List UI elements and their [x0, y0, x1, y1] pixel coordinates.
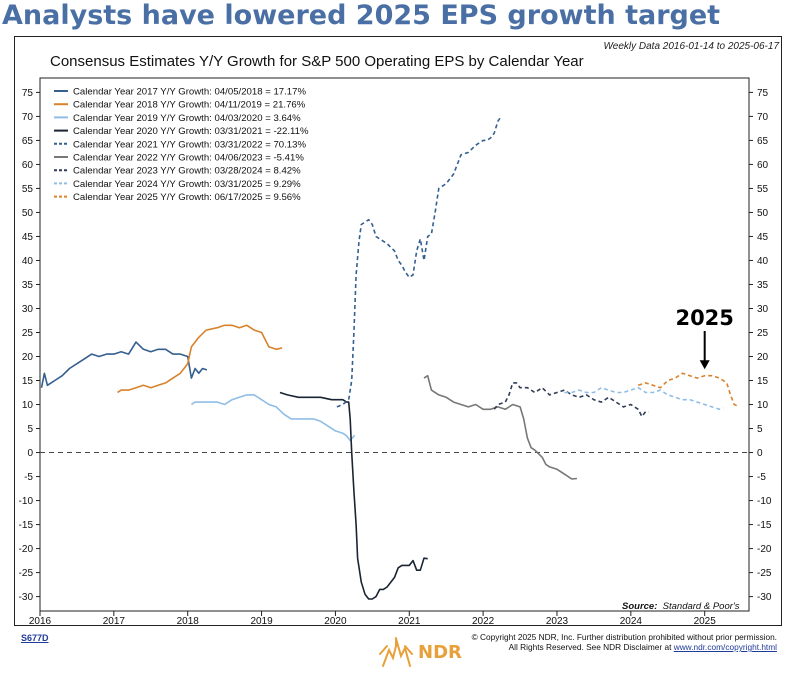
headline: Analysts have lowered 2025 EPS growth ta…: [2, 0, 721, 31]
legend-label-6: Calendar Year 2023 Y/Y Growth: 03/28/202…: [73, 166, 301, 177]
y-tick-label-right: -20: [757, 544, 772, 555]
series-line-0: [40, 341, 208, 388]
y-tick-label-left: 25: [22, 328, 34, 339]
y-tick-label-left: 65: [22, 136, 34, 147]
legend-label-2: Calendar Year 2019 Y/Y Growth: 04/03/202…: [73, 113, 301, 124]
annotation-arrow-head: [699, 360, 710, 370]
y-tick-label-left: -5: [24, 472, 33, 483]
y-tick-label-right: 75: [757, 88, 769, 99]
source-label: Source:: [622, 601, 658, 612]
y-tick-label-left: 55: [22, 184, 34, 195]
legend-label-8: Calendar Year 2025 Y/Y Growth: 06/17/202…: [73, 192, 301, 203]
y-tick-label-right: 45: [757, 232, 769, 243]
y-tick-label-right: 60: [757, 160, 769, 171]
y-tick-label-right: 20: [757, 352, 769, 363]
series-line-3: [279, 391, 428, 600]
x-tick-label: 2025: [694, 616, 717, 627]
copyright-line-2: All Rights Reserved. See NDR Disclaimer …: [472, 642, 777, 652]
x-tick-label: 2024: [620, 616, 643, 627]
legend-label-5: Calendar Year 2022 Y/Y Growth: 04/06/202…: [73, 153, 304, 164]
y-tick-label-left: -30: [19, 592, 34, 603]
series-line-2: [190, 394, 356, 442]
y-tick-label-right: 55: [757, 184, 769, 195]
series-line-8: [637, 372, 740, 408]
series-line-4: [336, 115, 503, 408]
y-tick-label-left: 10: [22, 400, 34, 411]
x-tick-label: 2017: [103, 616, 126, 627]
logo-text: NDR: [418, 642, 462, 663]
y-tick-label-left: 40: [22, 256, 34, 267]
chart-id-link[interactable]: S677D: [21, 633, 49, 643]
y-tick-label-right: -10: [757, 496, 772, 507]
y-tick-label-left: -15: [19, 520, 34, 531]
legend-label-3: Calendar Year 2020 Y/Y Growth: 03/31/202…: [73, 126, 309, 137]
y-tick-label-right: 30: [757, 304, 769, 315]
x-tick-label: 2023: [546, 616, 569, 627]
y-tick-label-right: 25: [757, 328, 769, 339]
y-tick-label-left: 50: [22, 208, 34, 219]
y-tick-label-left: 35: [22, 280, 34, 291]
date-range: Weekly Data 2016-01-14 to 2025-06-17: [603, 41, 779, 52]
x-tick-label: 2022: [472, 616, 495, 627]
y-tick-label-right: 50: [757, 208, 769, 219]
copyright: © Copyright 2025 NDR, Inc. Further distr…: [472, 632, 777, 652]
chart-title: Consensus Estimates Y/Y Growth for S&P 5…: [50, 53, 584, 70]
y-tick-label-right: -5: [757, 472, 766, 483]
legend-label-0: Calendar Year 2017 Y/Y Growth: 04/05/201…: [73, 87, 306, 98]
series-line-6: [493, 382, 649, 418]
x-tick-label: 2021: [398, 616, 421, 627]
y-tick-label-left: 45: [22, 232, 34, 243]
x-tick-label: 2016: [29, 616, 52, 627]
legend-label-7: Calendar Year 2024 Y/Y Growth: 03/31/202…: [73, 179, 301, 190]
source: Source: Standard & Poor's: [622, 601, 739, 612]
y-tick-label-left: 5: [27, 424, 33, 435]
copyright-text: All Rights Reserved. See NDR Disclaimer …: [508, 642, 672, 652]
plot-area: [39, 77, 750, 612]
ndr-logo-icon: [379, 637, 413, 667]
y-tick-label-left: 60: [22, 160, 34, 171]
chart-frame: [14, 36, 782, 626]
y-tick-label-right: 65: [757, 136, 769, 147]
y-tick-label-left: -20: [19, 544, 34, 555]
legend-label-4: Calendar Year 2021 Y/Y Growth: 03/31/202…: [73, 139, 306, 150]
annotation-label: 2025: [675, 306, 733, 330]
y-tick-label-right: -30: [757, 592, 772, 603]
x-tick-label: 2019: [250, 616, 273, 627]
y-tick-label-right: -25: [757, 568, 772, 579]
y-tick-label-left: 30: [22, 304, 34, 315]
legend-label-1: Calendar Year 2018 Y/Y Growth: 04/11/201…: [73, 100, 306, 111]
y-tick-label-right: -15: [757, 520, 772, 531]
series-line-1: [117, 324, 283, 394]
y-tick-label-right: 10: [757, 400, 769, 411]
series-line-7: [564, 386, 724, 411]
y-tick-label-left: 75: [22, 88, 34, 99]
x-tick-label: 2018: [177, 616, 200, 627]
copyright-link[interactable]: www.ndr.com/copyright.html: [673, 642, 777, 652]
y-tick-label-right: 70: [757, 112, 769, 123]
y-tick-label-left: -10: [19, 496, 34, 507]
y-tick-label-right: 0: [757, 448, 763, 459]
copyright-line-1: © Copyright 2025 NDR, Inc. Further distr…: [471, 632, 777, 642]
series-line-5: [423, 374, 577, 480]
y-tick-label-right: 35: [757, 280, 769, 291]
y-tick-label-left: 15: [22, 376, 34, 387]
y-tick-label-right: 15: [757, 376, 769, 387]
x-tick-label: 2020: [324, 616, 347, 627]
y-tick-label-left: 70: [22, 112, 34, 123]
y-tick-label-left: 20: [22, 352, 34, 363]
y-tick-label-left: -25: [19, 568, 34, 579]
y-tick-label-right: 40: [757, 256, 769, 267]
y-tick-label-right: 5: [757, 424, 763, 435]
source-value: Standard & Poor's: [662, 601, 740, 612]
y-tick-label-left: 0: [27, 448, 33, 459]
